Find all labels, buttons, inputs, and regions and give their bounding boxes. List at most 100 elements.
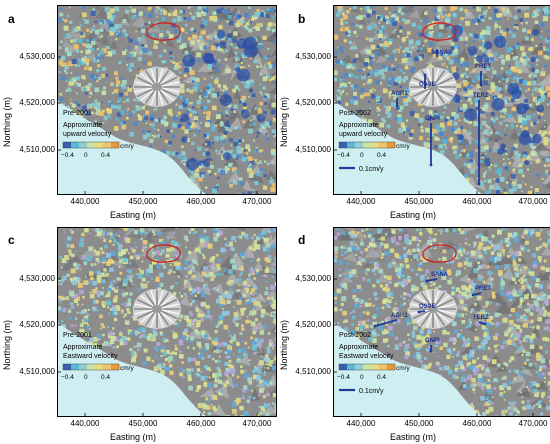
velocity-pixel (394, 58, 398, 61)
velocity-pixel (477, 245, 482, 250)
x-axis-label-d: Easting (m) (390, 432, 437, 442)
velocity-pixel (543, 376, 546, 380)
velocity-pixel (181, 43, 187, 48)
velocity-pixel (545, 350, 548, 354)
velocity-pixel (515, 62, 520, 67)
velocity-pixel (480, 160, 484, 164)
velocity-pixel (393, 10, 398, 15)
velocity-pixel (97, 64, 101, 68)
velocity-pixel (194, 149, 197, 151)
velocity-pixel (399, 69, 403, 72)
hillshade-streak (397, 5, 414, 14)
velocity-pixel (239, 181, 244, 186)
hillshade-streak (267, 86, 277, 95)
velocity-pixel (461, 292, 466, 297)
velocity-pixel (346, 262, 350, 265)
velocity-pixel (266, 392, 270, 397)
velocity-pixel (217, 318, 221, 322)
velocity-pixel (342, 310, 347, 316)
velocity-pixel (211, 76, 213, 79)
velocity-pixel (409, 69, 414, 73)
velocity-pixel (88, 327, 91, 330)
velocity-pixel (235, 397, 241, 403)
velocity-pixel (434, 136, 439, 141)
velocity-pixel (481, 276, 484, 279)
velocity-pixel (142, 333, 147, 339)
velocity-pixel (214, 34, 218, 39)
velocity-pixel (85, 85, 89, 88)
velocity-pixel (222, 308, 224, 310)
velocity-pixel (467, 153, 470, 156)
velocity-pixel (361, 74, 366, 80)
velocity-pixel (411, 330, 415, 335)
velocity-pixel (223, 269, 227, 272)
velocity-pixel (497, 132, 501, 136)
velocity-pixel (260, 43, 262, 46)
velocity-pixel (387, 299, 392, 304)
hillshade-streak (544, 180, 550, 189)
velocity-pixel (133, 351, 136, 354)
velocity-pixel (271, 102, 277, 108)
velocity-pixel (492, 360, 496, 364)
velocity-pixel (271, 55, 273, 57)
velocity-pixel (543, 293, 547, 297)
velocity-pixel (205, 141, 211, 147)
velocity-pixel (345, 102, 349, 107)
velocity-pixel (258, 394, 261, 397)
velocity-pixel (479, 18, 483, 22)
velocity-pixel (144, 330, 146, 333)
map-frame (57, 5, 277, 195)
velocity-pixel (140, 283, 143, 286)
velocity-pixel (218, 315, 224, 320)
velocity-pixel (149, 329, 152, 332)
velocity-pixel (105, 273, 109, 277)
velocity-pixel (547, 294, 550, 299)
velocity-pixel (144, 22, 147, 25)
arrow-head (471, 293, 475, 297)
velocity-pixel (220, 7, 224, 11)
velocity-pixel (236, 145, 241, 151)
velocity-pixel (89, 44, 92, 48)
velocity-pixel (160, 370, 165, 375)
velocity-pixel (505, 124, 509, 127)
velocity-pixel (465, 143, 469, 146)
arrow-head (435, 49, 439, 53)
velocity-pixel (359, 299, 364, 304)
velocity-pixel (59, 256, 62, 259)
velocity-pixel (537, 111, 540, 115)
velocity-pixel (172, 322, 176, 326)
velocity-pixel (246, 167, 252, 173)
velocity-pixel (228, 241, 233, 247)
velocity-pixel (531, 333, 536, 338)
velocity-pixel (274, 408, 277, 413)
colorbar-tick: 0 (84, 152, 88, 159)
scale-label: 0.1cm/y (359, 166, 384, 173)
velocity-pixel (490, 256, 495, 262)
velocity-pixel (165, 253, 170, 258)
velocity-pixel (68, 249, 72, 253)
velocity-pixel (251, 93, 256, 98)
velocity-pixel (384, 6, 388, 11)
velocity-pixel (462, 103, 468, 109)
velocity-pixel (192, 141, 195, 144)
velocity-pixel (169, 370, 174, 376)
velocity-pixel (97, 53, 101, 57)
velocity-pixel (522, 376, 525, 379)
velocity-pixel (79, 312, 82, 315)
velocity-pixel (470, 178, 472, 181)
velocity-pixel (428, 345, 431, 348)
velocity-pixel (237, 360, 241, 364)
velocity-pixel (432, 30, 434, 33)
velocity-pixel (108, 239, 112, 243)
velocity-pixel (146, 132, 151, 138)
velocity-pixel (406, 52, 411, 58)
velocity-pixel (176, 96, 179, 99)
velocity-pixel (85, 38, 89, 43)
velocity-pixel (507, 97, 511, 101)
velocity-pixel (79, 5, 81, 8)
velocity-pixel (197, 352, 200, 355)
velocity-pixel (363, 82, 366, 86)
velocity-pixel (236, 299, 242, 305)
velocity-pixel (364, 58, 370, 63)
